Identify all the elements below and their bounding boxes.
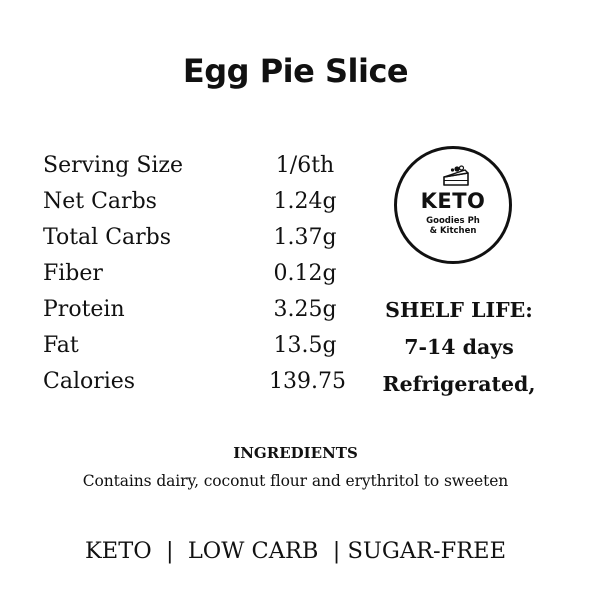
nutrition-row-protein: Protein 3.25g [43,292,353,328]
nutrition-row-calories: Calories 139.75 [43,364,353,400]
shelf-life-heading: SHELF LIFE: [385,298,533,322]
shelf-life-storage: Refrigerated, [382,372,536,396]
logo-subtitle-line2: & Kitchen [429,226,477,236]
nutrition-value: 1/6th [275,153,335,178]
nutrition-row-fiber: Fiber 0.12g [43,256,353,292]
nutrition-label: Calories [43,369,136,394]
logo-wordmark: KETO [420,189,486,213]
nutrition-value: 1.24g [273,189,337,214]
page-title: Egg Pie Slice [182,52,409,90]
nutrition-facts: Serving Size 1/6th Net Carbs 1.24g Total… [43,148,353,400]
nutrition-row-net-carbs: Net Carbs 1.24g [43,184,353,220]
shelf-life-block: SHELF LIFE: 7-14 days Refrigerated, [368,292,550,403]
nutrition-row-fat: Fat 13.5g [43,328,353,364]
ingredients-text: Contains dairy, coconut flour and erythr… [82,472,509,490]
ingredients-heading: INGREDIENTS [233,444,358,462]
logo-subtitle-line1: Goodies Ph [426,216,480,226]
nutrition-label: Fiber [43,261,103,286]
nutrition-value: 0.12g [273,261,337,286]
nutrition-label: Fat [43,333,79,358]
diet-tags: KETO | LOW CARB | SUGAR-FREE [84,538,507,564]
nutrition-value: 3.25g [273,297,337,322]
nutrition-row-total-carbs: Total Carbs 1.37g [43,220,353,256]
nutrition-label: Net Carbs [43,189,157,214]
shelf-life-duration: 7-14 days [404,335,514,359]
nutrition-value: 13.5g [273,333,337,358]
nutrition-value: 139.75 [269,369,346,394]
nutrition-value: 1.37g [273,225,337,250]
keto-goodies-logo: KETO Goodies Ph & Kitchen [394,146,512,264]
nutrition-label: Total Carbs [43,225,172,250]
nutrition-label: Serving Size [43,153,184,178]
nutrition-label: Protein [43,297,125,322]
nutrition-row-serving-size: Serving Size 1/6th [43,148,353,184]
cake-slice-icon [443,165,469,186]
